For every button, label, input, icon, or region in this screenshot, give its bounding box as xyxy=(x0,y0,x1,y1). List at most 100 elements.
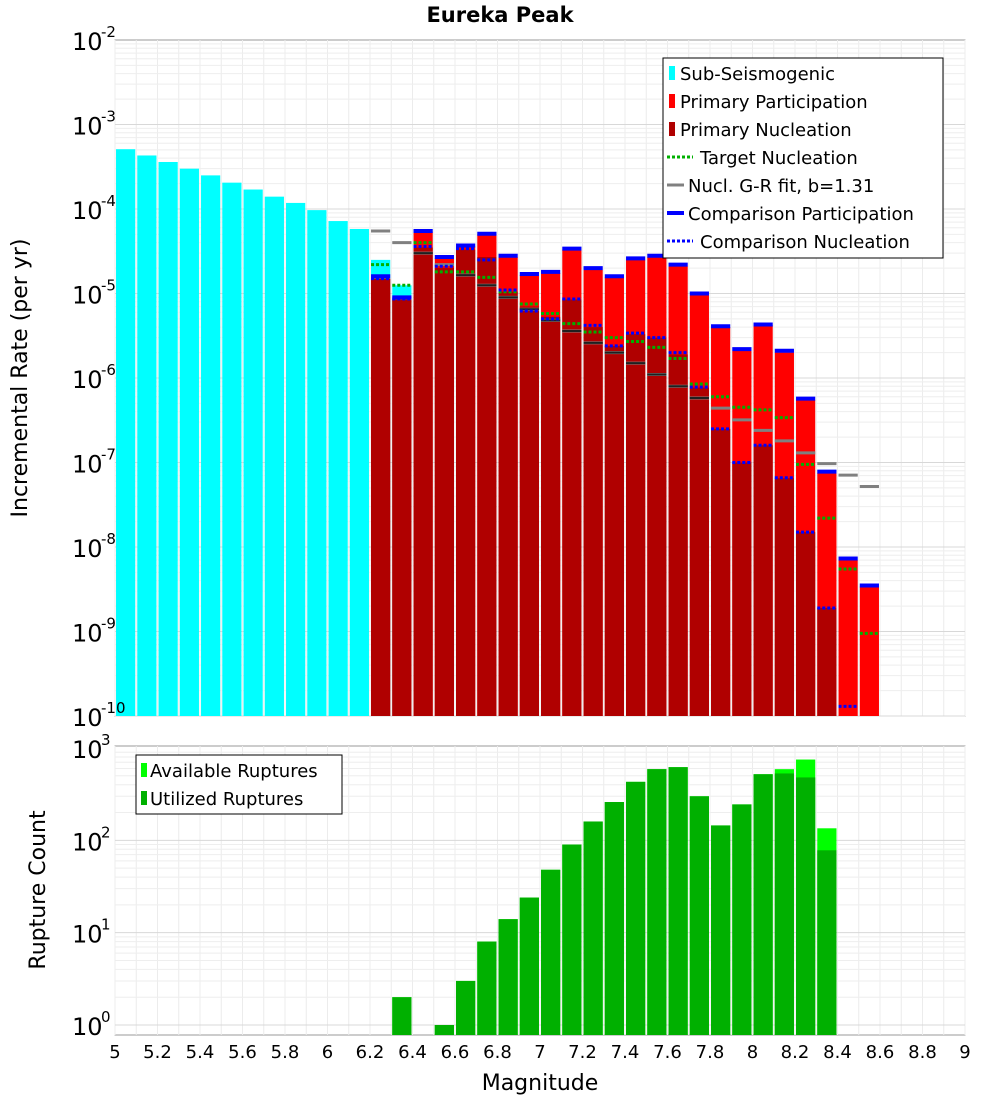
x-tick-label: 6.6 xyxy=(441,1042,470,1063)
count-legend-box xyxy=(135,754,343,815)
primary-nucleation-bar xyxy=(371,278,391,716)
x-tick-label: 6.8 xyxy=(483,1042,512,1063)
legend-item-sub-seismogenic: Sub-Seismogenic xyxy=(669,64,835,85)
legend-swatch-primary-participation xyxy=(669,94,675,108)
rate-y-tick-exponent: -8 xyxy=(101,530,116,548)
rate-y-tick-exponent: -5 xyxy=(101,277,116,295)
rate-y-tick-exponent: -7 xyxy=(101,446,116,464)
x-axis-label: Magnitude xyxy=(482,1071,599,1096)
primary-nucleation-bar xyxy=(732,462,752,716)
primary-nucleation-bar xyxy=(434,268,454,716)
legend-label-primary-nucleation: Primary Nucleation xyxy=(680,120,852,141)
x-tick-label: 8.8 xyxy=(908,1042,937,1063)
primary-nucleation-bar xyxy=(711,428,731,716)
utilized-ruptures-bar xyxy=(541,869,561,1035)
legend-item-primary-participation: Primary Participation xyxy=(669,92,868,113)
utilized-ruptures-bar xyxy=(626,781,646,1035)
x-tick-label: 7 xyxy=(534,1042,545,1063)
rate-y-tick-exponent: -9 xyxy=(101,615,116,633)
sub-seismogenic-bar xyxy=(116,149,136,716)
x-tick-label: 5.4 xyxy=(186,1042,215,1063)
count-y-tick-exponent: 3 xyxy=(101,731,111,749)
rate-y-tick-exponent: -2 xyxy=(101,23,116,41)
utilized-ruptures-bar xyxy=(796,777,816,1035)
legend-label-utilized-ruptures: Utilized Ruptures xyxy=(150,789,303,810)
primary-nucleation-bar xyxy=(689,387,709,716)
x-tick-label: 9 xyxy=(959,1042,970,1063)
legend-item-target-nucleation: Target Nucleation xyxy=(667,148,858,169)
sub-seismogenic-bar xyxy=(201,175,221,716)
rate-y-tick-exponent: -10 xyxy=(101,699,126,717)
rate-bars xyxy=(116,149,879,717)
x-tick-label: 6 xyxy=(322,1042,333,1063)
utilized-ruptures-bar xyxy=(477,941,497,1035)
utilized-ruptures-bar xyxy=(519,897,539,1035)
rate-line-marks xyxy=(371,228,879,708)
utilized-ruptures-bar xyxy=(562,844,582,1035)
rate-y-axis-label: Incremental Rate (per yr) xyxy=(8,239,33,518)
primary-nucleation-bar xyxy=(519,306,539,716)
count-y-tick-label: 10 xyxy=(72,921,103,949)
primary-participation-bar xyxy=(838,560,858,716)
legend-label-comparison-nucleation: Comparison Nucleation xyxy=(700,232,910,253)
rate-y-tick-label: 10 xyxy=(72,535,103,563)
rate-y-tick-label: 10 xyxy=(72,451,103,479)
primary-nucleation-bar xyxy=(392,299,412,716)
sub-seismogenic-bar xyxy=(243,189,263,716)
primary-nucleation-bar xyxy=(774,478,794,716)
legend-swatch-primary-nucleation xyxy=(669,122,675,136)
legend-swatch-utilized-ruptures xyxy=(141,791,147,805)
utilized-ruptures-bar xyxy=(668,767,688,1035)
x-tick-label: 8.6 xyxy=(866,1042,895,1063)
utilized-ruptures-bar xyxy=(689,796,709,1035)
primary-nucleation-bar xyxy=(498,291,518,716)
x-tick-label: 5.2 xyxy=(143,1042,172,1063)
rate-y-tick-label: 10 xyxy=(72,28,103,56)
utilized-ruptures-bar xyxy=(817,850,837,1035)
utilized-ruptures-bar xyxy=(583,821,603,1035)
legend-label-comparison-participation: Comparison Participation xyxy=(688,204,914,225)
legend-swatch-sub-seismogenic xyxy=(669,66,675,80)
primary-nucleation-bar xyxy=(796,532,816,716)
primary-nucleation-bar xyxy=(753,445,773,716)
count-bars xyxy=(392,759,837,1035)
sub-seismogenic-bar xyxy=(307,210,327,716)
x-tick-label: 7.4 xyxy=(611,1042,640,1063)
rate-y-tick-label: 10 xyxy=(72,620,103,648)
utilized-ruptures-bar xyxy=(774,773,794,1035)
sub-seismogenic-bar xyxy=(179,168,199,717)
x-tick-label: 7.8 xyxy=(696,1042,725,1063)
primary-nucleation-bar xyxy=(817,607,837,716)
count-y-tick-exponent: 2 xyxy=(101,823,111,841)
x-tick-label: 8 xyxy=(747,1042,758,1063)
legend-swatch-available-ruptures xyxy=(141,763,147,777)
primary-nucleation-bar xyxy=(477,257,497,716)
primary-nucleation-bar xyxy=(541,316,561,716)
x-tick-label: 7.2 xyxy=(568,1042,597,1063)
x-tick-label: 5.6 xyxy=(228,1042,257,1063)
count-y-tick-label: 10 xyxy=(72,828,103,856)
x-tick-label: 6.4 xyxy=(398,1042,427,1063)
primary-nucleation-bar xyxy=(604,345,624,716)
primary-nucleation-bar xyxy=(647,337,667,716)
legend-label-sub-seismogenic: Sub-Seismogenic xyxy=(680,64,835,85)
legend-label-gr-fit: Nucl. G-R fit, b=1.31 xyxy=(688,176,874,197)
count-legend: Available Ruptures Utilized Ruptures xyxy=(135,754,343,815)
rate-y-tick-label: 10 xyxy=(72,197,103,225)
x-tick-label: 5 xyxy=(109,1042,120,1063)
legend-item-comparison-nucleation: Comparison Nucleation xyxy=(667,232,910,253)
count-y-tick-label: 10 xyxy=(72,736,103,764)
legend-label-target-nucleation: Target Nucleation xyxy=(699,148,858,169)
x-tick-label: 7.6 xyxy=(653,1042,682,1063)
chart-title: Eureka Peak xyxy=(426,3,574,27)
utilized-ruptures-bar xyxy=(498,919,518,1035)
x-tick-label: 8.4 xyxy=(823,1042,852,1063)
sub-seismogenic-bar xyxy=(222,182,242,716)
sub-seismogenic-bar xyxy=(286,202,306,716)
utilized-ruptures-bar xyxy=(392,997,412,1035)
legend-item-gr-fit: Nucl. G-R fit, b=1.31 xyxy=(667,176,874,197)
